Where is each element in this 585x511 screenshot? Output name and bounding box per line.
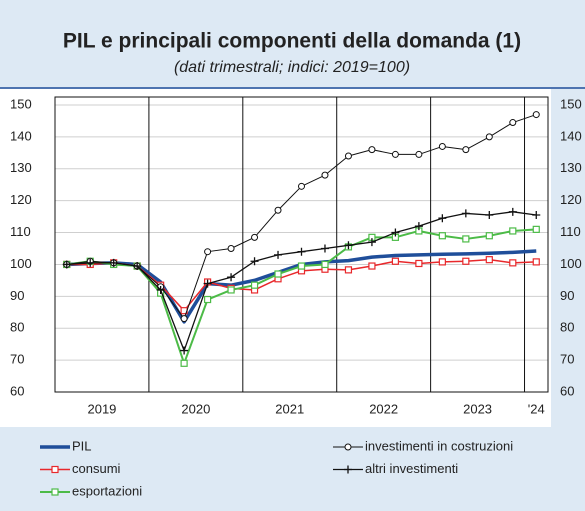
data-point: [438, 142, 446, 150]
x-year-label: 2023: [463, 401, 492, 416]
legend-marker: [344, 443, 352, 451]
data-point: [274, 206, 282, 214]
data-point: [438, 258, 446, 266]
data-point: [203, 295, 212, 304]
legend-marker: [344, 465, 352, 474]
data-point: [180, 359, 188, 367]
data-point: [368, 146, 376, 154]
data-point: [180, 346, 189, 355]
data-point: [509, 227, 517, 235]
data-point: [109, 258, 118, 267]
data-point: [509, 259, 517, 267]
plot-frame: [54, 96, 549, 393]
data-point: [321, 260, 329, 269]
y2-tick-label: 110: [560, 224, 581, 239]
chart-title: PIL e principali componenti della domand…: [63, 30, 521, 53]
y-tick-label: 80: [10, 320, 24, 335]
x-year-label: 2021: [275, 401, 304, 416]
data-point: [438, 214, 447, 223]
data-point: [391, 257, 400, 265]
y2-tick-label: 60: [560, 383, 574, 398]
data-point: [462, 257, 470, 265]
data-point: [320, 244, 329, 253]
y-tick-label: 140: [10, 128, 32, 143]
data-point: [485, 133, 493, 141]
data-point: [485, 256, 493, 264]
data-point: [180, 315, 188, 323]
data-point: [133, 262, 142, 271]
data-point: [274, 250, 283, 259]
data-point: [203, 279, 212, 288]
data-point: [532, 111, 540, 119]
data-point: [462, 146, 470, 154]
legend-label: altri investimenti: [365, 461, 458, 476]
legend-marker: [51, 465, 59, 474]
data-point: [227, 245, 235, 252]
data-point: [297, 262, 306, 270]
data-point: [532, 225, 540, 233]
data-point: [415, 150, 423, 158]
data-point: [414, 222, 423, 231]
y-tick-label: 110: [10, 224, 31, 239]
x-year-label: 2019: [87, 401, 116, 416]
legend-label: esportazioni: [72, 483, 142, 498]
data-point: [438, 232, 446, 240]
data-point: [415, 259, 423, 268]
data-point: [391, 150, 399, 158]
data-point: [297, 247, 306, 256]
data-point: [368, 262, 376, 270]
y-tick-label: 130: [10, 160, 32, 175]
data-point: [298, 182, 305, 190]
y-tick-label: 90: [10, 288, 24, 303]
data-point: [274, 270, 282, 278]
data-point: [532, 211, 541, 220]
legend-label: consumi: [72, 461, 121, 476]
data-point: [509, 119, 517, 127]
data-point: [321, 171, 329, 179]
data-point: [204, 248, 212, 256]
y2-tick-label: 130: [560, 160, 582, 175]
data-point: [367, 238, 376, 247]
x-year-label: '24: [528, 401, 545, 416]
legend-marker: [51, 488, 59, 496]
data-point: [156, 285, 165, 294]
data-point: [485, 232, 493, 240]
y-tick-label: 150: [10, 96, 32, 111]
data-point: [250, 281, 259, 289]
data-point: [461, 209, 470, 218]
data-point: [86, 258, 95, 267]
data-point: [251, 233, 259, 241]
y2-tick-label: 150: [560, 96, 582, 111]
y2-tick-label: 80: [560, 320, 574, 335]
y2-tick-label: 120: [560, 192, 582, 207]
data-point: [344, 241, 353, 250]
data-point: [344, 152, 352, 160]
legend-label: PIL: [72, 438, 92, 453]
data-point: [227, 286, 235, 294]
y2-tick-label: 90: [560, 288, 574, 303]
data-point: [62, 260, 71, 269]
data-point: [532, 258, 540, 266]
data-point: [462, 235, 470, 243]
y2-tick-label: 140: [560, 128, 582, 143]
data-point: [485, 211, 494, 220]
data-point: [344, 266, 353, 274]
data-point: [227, 273, 236, 282]
chart-subtitle: (dati trimestrali; indici: 2019=100): [174, 59, 410, 76]
x-year-label: 2020: [181, 401, 210, 416]
legend-label: investimenti in costruzioni: [365, 438, 513, 453]
data-point: [391, 228, 400, 237]
y-tick-label: 60: [10, 383, 24, 398]
y2-tick-label: 70: [560, 352, 574, 367]
y-tick-label: 100: [10, 256, 32, 271]
y2-tick-label: 100: [560, 256, 582, 271]
data-point: [508, 207, 517, 216]
y-tick-label: 70: [10, 352, 24, 367]
y-tick-label: 120: [10, 192, 32, 207]
data-point: [250, 257, 259, 266]
x-year-label: 2022: [369, 401, 398, 416]
